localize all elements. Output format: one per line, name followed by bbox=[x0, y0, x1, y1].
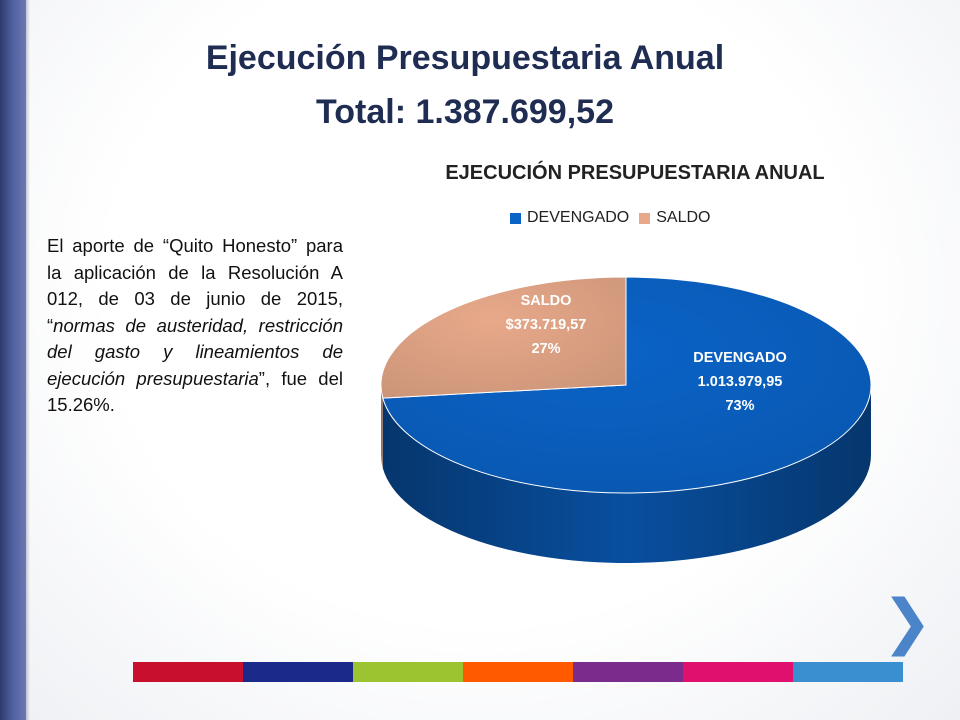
pie-slice-saldo bbox=[380, 276, 627, 399]
chart-legend: DEVENGADO SALDO bbox=[510, 209, 711, 227]
slide-title: Ejecución Presupuestaria Anual bbox=[205, 39, 725, 77]
pie-data-label-saldo: 27% bbox=[531, 341, 560, 357]
legend-label-saldo: SALDO bbox=[656, 209, 711, 226]
stripe-segment bbox=[353, 662, 463, 682]
slide-subtitle-total: Total: 1.387.699,52 bbox=[316, 93, 614, 131]
legend-item-saldo: SALDO bbox=[639, 209, 711, 227]
legend-swatch-saldo bbox=[639, 212, 651, 224]
footer-color-stripe bbox=[133, 662, 903, 682]
description-part: ”, fue del 15.26%. bbox=[47, 367, 343, 416]
pie-slice-devengado bbox=[382, 276, 872, 494]
stripe-segment bbox=[133, 662, 243, 682]
pie-data-label-devengado: 73% bbox=[725, 398, 754, 414]
pie-data-label-saldo: $373.719,57 bbox=[506, 317, 587, 333]
stripe-segment bbox=[683, 662, 793, 682]
legend-swatch-devengado bbox=[510, 212, 521, 224]
stripe-segment bbox=[243, 662, 353, 682]
pie-data-label-devengado: DEVENGADO bbox=[693, 350, 786, 366]
description-part: El aporte de “Quito Honesto” para la apl… bbox=[47, 235, 343, 336]
left-accent-shadow bbox=[26, 0, 30, 720]
pie-data-label-devengado: 1.013.979,95 bbox=[698, 374, 783, 390]
legend-label-devengado: DEVENGADO bbox=[527, 209, 630, 226]
legend-item-devengado: DEVENGADO bbox=[510, 209, 629, 227]
next-slide-chevron-icon[interactable]: ❯ bbox=[882, 588, 933, 655]
description-paragraph: El aporte de “Quito Honesto” para la apl… bbox=[47, 233, 343, 419]
description-part-italic: normas de austeridad, restricción del ga… bbox=[47, 314, 343, 389]
pie-side-saldo bbox=[381, 385, 383, 469]
stripe-segment bbox=[793, 662, 903, 682]
stripe-segment bbox=[573, 662, 683, 682]
pie-data-label-saldo: SALDO bbox=[521, 293, 572, 309]
stripe-segment bbox=[463, 662, 573, 682]
pie-side-devengado bbox=[382, 385, 871, 563]
chart-title: EJECUCIÓN PRESUPUESTARIA ANUAL bbox=[445, 162, 825, 184]
left-accent-bar bbox=[0, 0, 26, 720]
